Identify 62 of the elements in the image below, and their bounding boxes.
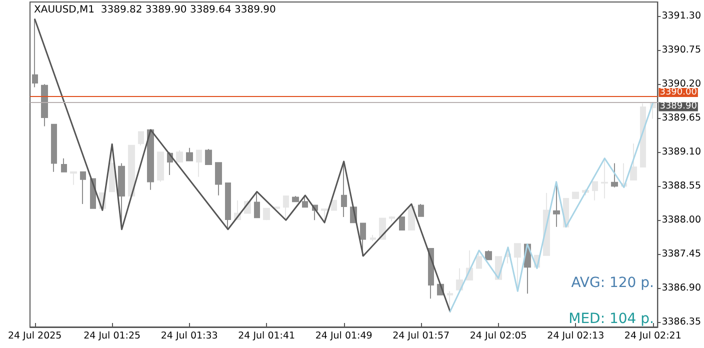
y-tick-label: 3389.10 xyxy=(662,146,702,158)
y-tick-label: 3386.35 xyxy=(662,316,702,328)
chart-title: XAUUSD,M1 3389.82 3389.90 3389.64 3389.90 xyxy=(34,4,276,16)
candlestick xyxy=(485,250,492,260)
candlestick xyxy=(592,181,598,201)
x-tick-label: 24 Jul 01:41 xyxy=(238,330,296,342)
candlestick xyxy=(283,196,289,221)
y-tick-label: 3388.55 xyxy=(662,180,702,192)
candlestick xyxy=(186,147,193,162)
candlestick xyxy=(61,158,67,172)
candlestick xyxy=(408,204,415,230)
candlestick xyxy=(109,144,115,192)
y-tick-label: 3390.75 xyxy=(662,44,702,56)
candlestick xyxy=(225,182,231,230)
candlestick xyxy=(157,152,164,182)
candlestick xyxy=(41,84,48,127)
candlestick xyxy=(331,200,337,211)
candlestick xyxy=(196,150,202,178)
x-tick-label: 24 Jul 2025 xyxy=(8,330,62,342)
candlestick xyxy=(302,194,308,208)
candlestick xyxy=(51,124,57,172)
candlestick xyxy=(418,204,424,217)
x-tick-label: 24 Jul 01:25 xyxy=(84,330,141,342)
y-tick-label: 3388.00 xyxy=(662,214,702,226)
x-tick-label: 24 Jul 02:21 xyxy=(624,330,682,342)
candlestick xyxy=(611,162,618,188)
candlestick xyxy=(138,131,144,146)
candlestick xyxy=(292,196,299,202)
candlestick xyxy=(215,162,222,196)
candlestick xyxy=(205,148,212,165)
line-series xyxy=(449,102,654,312)
candlestick xyxy=(321,208,328,224)
annotation: AVG: 120 p. xyxy=(571,275,654,291)
y-tick-label: 3387.45 xyxy=(662,248,702,260)
y-tick-label: 3391.30 xyxy=(662,10,702,22)
line-series xyxy=(34,18,451,312)
candlestick xyxy=(640,102,646,168)
x-tick-label: 24 Jul 02:13 xyxy=(547,330,604,342)
ref-line-label: 3390.00 xyxy=(660,88,698,98)
candlestick xyxy=(263,208,270,221)
candlestick xyxy=(370,234,376,242)
candlestick xyxy=(176,150,183,163)
candlestick xyxy=(128,144,135,197)
x-tick-label: 24 Jul 01:33 xyxy=(160,330,218,342)
candlestick xyxy=(630,142,637,180)
x-tick-label: 24 Jul 01:49 xyxy=(315,330,372,342)
candlestick xyxy=(147,129,154,190)
candlestick xyxy=(572,192,579,199)
candlestick xyxy=(80,171,86,205)
x-tick-label: 24 Jul 01:57 xyxy=(392,330,450,342)
candlestick xyxy=(601,158,608,199)
candlestick xyxy=(70,171,77,186)
candlestick xyxy=(399,216,405,230)
y-tick-label: 3386.90 xyxy=(662,282,702,294)
ref-line-label: 3389.90 xyxy=(660,102,698,112)
candlestick xyxy=(32,18,38,88)
candlestick xyxy=(254,191,260,218)
candlestick xyxy=(360,222,366,256)
x-tick-label: 24 Jul 02:05 xyxy=(470,330,527,342)
annotation: MED: 104 p. xyxy=(568,311,654,327)
candlestick xyxy=(389,216,395,222)
y-tick-label: 3389.65 xyxy=(662,112,702,124)
